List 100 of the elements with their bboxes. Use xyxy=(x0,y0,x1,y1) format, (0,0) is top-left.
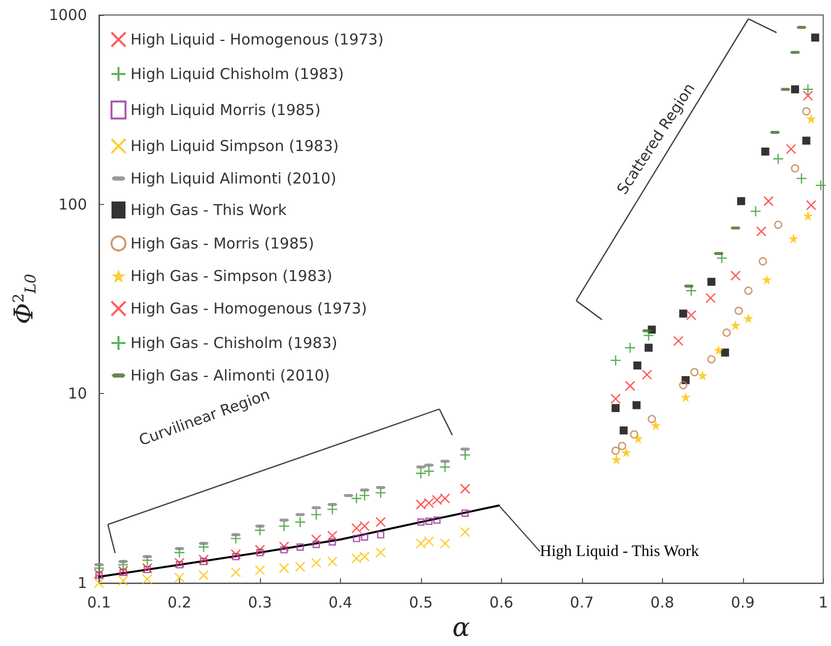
point xyxy=(806,114,816,124)
point xyxy=(714,345,724,356)
y-tick-label: 100 xyxy=(58,195,87,214)
point xyxy=(802,84,814,95)
point xyxy=(673,336,684,346)
legend-label: High Liquid Morris (1985) xyxy=(130,101,321,119)
point xyxy=(174,572,185,583)
point xyxy=(117,559,129,570)
point xyxy=(230,567,241,578)
point xyxy=(630,430,638,439)
point xyxy=(679,381,688,390)
point xyxy=(730,320,741,330)
point xyxy=(311,558,322,568)
point xyxy=(376,531,384,538)
point xyxy=(762,274,772,285)
point xyxy=(679,310,688,318)
x-axis-title: α xyxy=(452,613,470,643)
point xyxy=(790,164,800,172)
point xyxy=(686,310,696,320)
point xyxy=(707,355,716,364)
point xyxy=(198,554,209,565)
point xyxy=(232,552,240,560)
legend-label: High Gas - Morris (1985) xyxy=(130,234,314,252)
point xyxy=(176,561,184,568)
point xyxy=(763,196,774,206)
point xyxy=(423,466,435,477)
x-tick-label: 0.2 xyxy=(168,594,192,612)
point xyxy=(417,518,425,526)
point xyxy=(461,510,469,517)
point xyxy=(772,153,784,164)
point xyxy=(433,516,441,524)
point xyxy=(95,572,103,579)
point xyxy=(734,306,743,315)
point xyxy=(650,420,661,430)
point xyxy=(174,558,185,568)
x-tick-label: 0.5 xyxy=(408,594,433,612)
point xyxy=(351,523,362,534)
point xyxy=(375,516,386,528)
y-tick-label: 1000 xyxy=(48,6,87,24)
point xyxy=(230,549,241,560)
legend-label: High Liquid Simpson (1983) xyxy=(130,137,339,155)
point xyxy=(648,414,656,424)
point xyxy=(278,541,290,552)
point xyxy=(750,206,762,217)
point xyxy=(633,434,644,444)
legend-label: High Liquid Alimonti (2010) xyxy=(130,170,336,188)
point xyxy=(705,292,716,304)
point xyxy=(802,136,810,145)
point xyxy=(611,454,622,464)
point xyxy=(310,508,322,520)
point xyxy=(374,487,386,498)
legend-label: High Liquid - Homogenous (1973) xyxy=(130,30,384,48)
point xyxy=(118,576,128,586)
point xyxy=(811,34,820,42)
point xyxy=(633,361,642,370)
point xyxy=(802,90,814,101)
x-tick-label: 0.1 xyxy=(87,594,111,612)
point xyxy=(632,401,641,410)
point xyxy=(774,220,782,229)
point xyxy=(198,570,209,580)
point xyxy=(327,556,338,567)
point xyxy=(698,370,708,380)
x-tick-label: 0.8 xyxy=(650,594,674,612)
point xyxy=(721,348,730,357)
point xyxy=(642,330,654,342)
point xyxy=(278,520,290,532)
x-tick-label: 0.9 xyxy=(730,594,755,612)
point xyxy=(788,234,798,244)
point xyxy=(416,538,426,549)
y-tick-label: 10 xyxy=(68,384,87,403)
point xyxy=(352,534,360,542)
point xyxy=(142,574,152,584)
point xyxy=(311,534,322,545)
point xyxy=(424,536,434,547)
y-tick-label: 1 xyxy=(77,574,87,592)
point xyxy=(280,546,288,554)
point xyxy=(358,490,370,502)
point xyxy=(144,566,151,574)
point xyxy=(806,200,816,210)
point xyxy=(312,540,320,548)
point xyxy=(744,286,753,295)
legend-label: High Gas - This Work xyxy=(130,201,288,219)
legend-label: High Liquid Chisholm (1983) xyxy=(130,65,344,83)
point xyxy=(256,548,264,556)
point xyxy=(802,107,810,116)
point xyxy=(680,392,691,402)
x-tick-label: 0.3 xyxy=(248,594,272,612)
x-tick-label: 0.4 xyxy=(328,594,352,612)
point xyxy=(326,504,338,516)
point xyxy=(624,380,636,392)
point xyxy=(610,394,621,404)
point xyxy=(618,442,626,450)
x-tick-label: 0.6 xyxy=(489,594,514,612)
point xyxy=(439,461,451,473)
point xyxy=(416,499,426,510)
point xyxy=(756,226,766,237)
point xyxy=(440,538,450,549)
point xyxy=(415,468,427,479)
point xyxy=(642,370,652,380)
point xyxy=(440,493,450,504)
